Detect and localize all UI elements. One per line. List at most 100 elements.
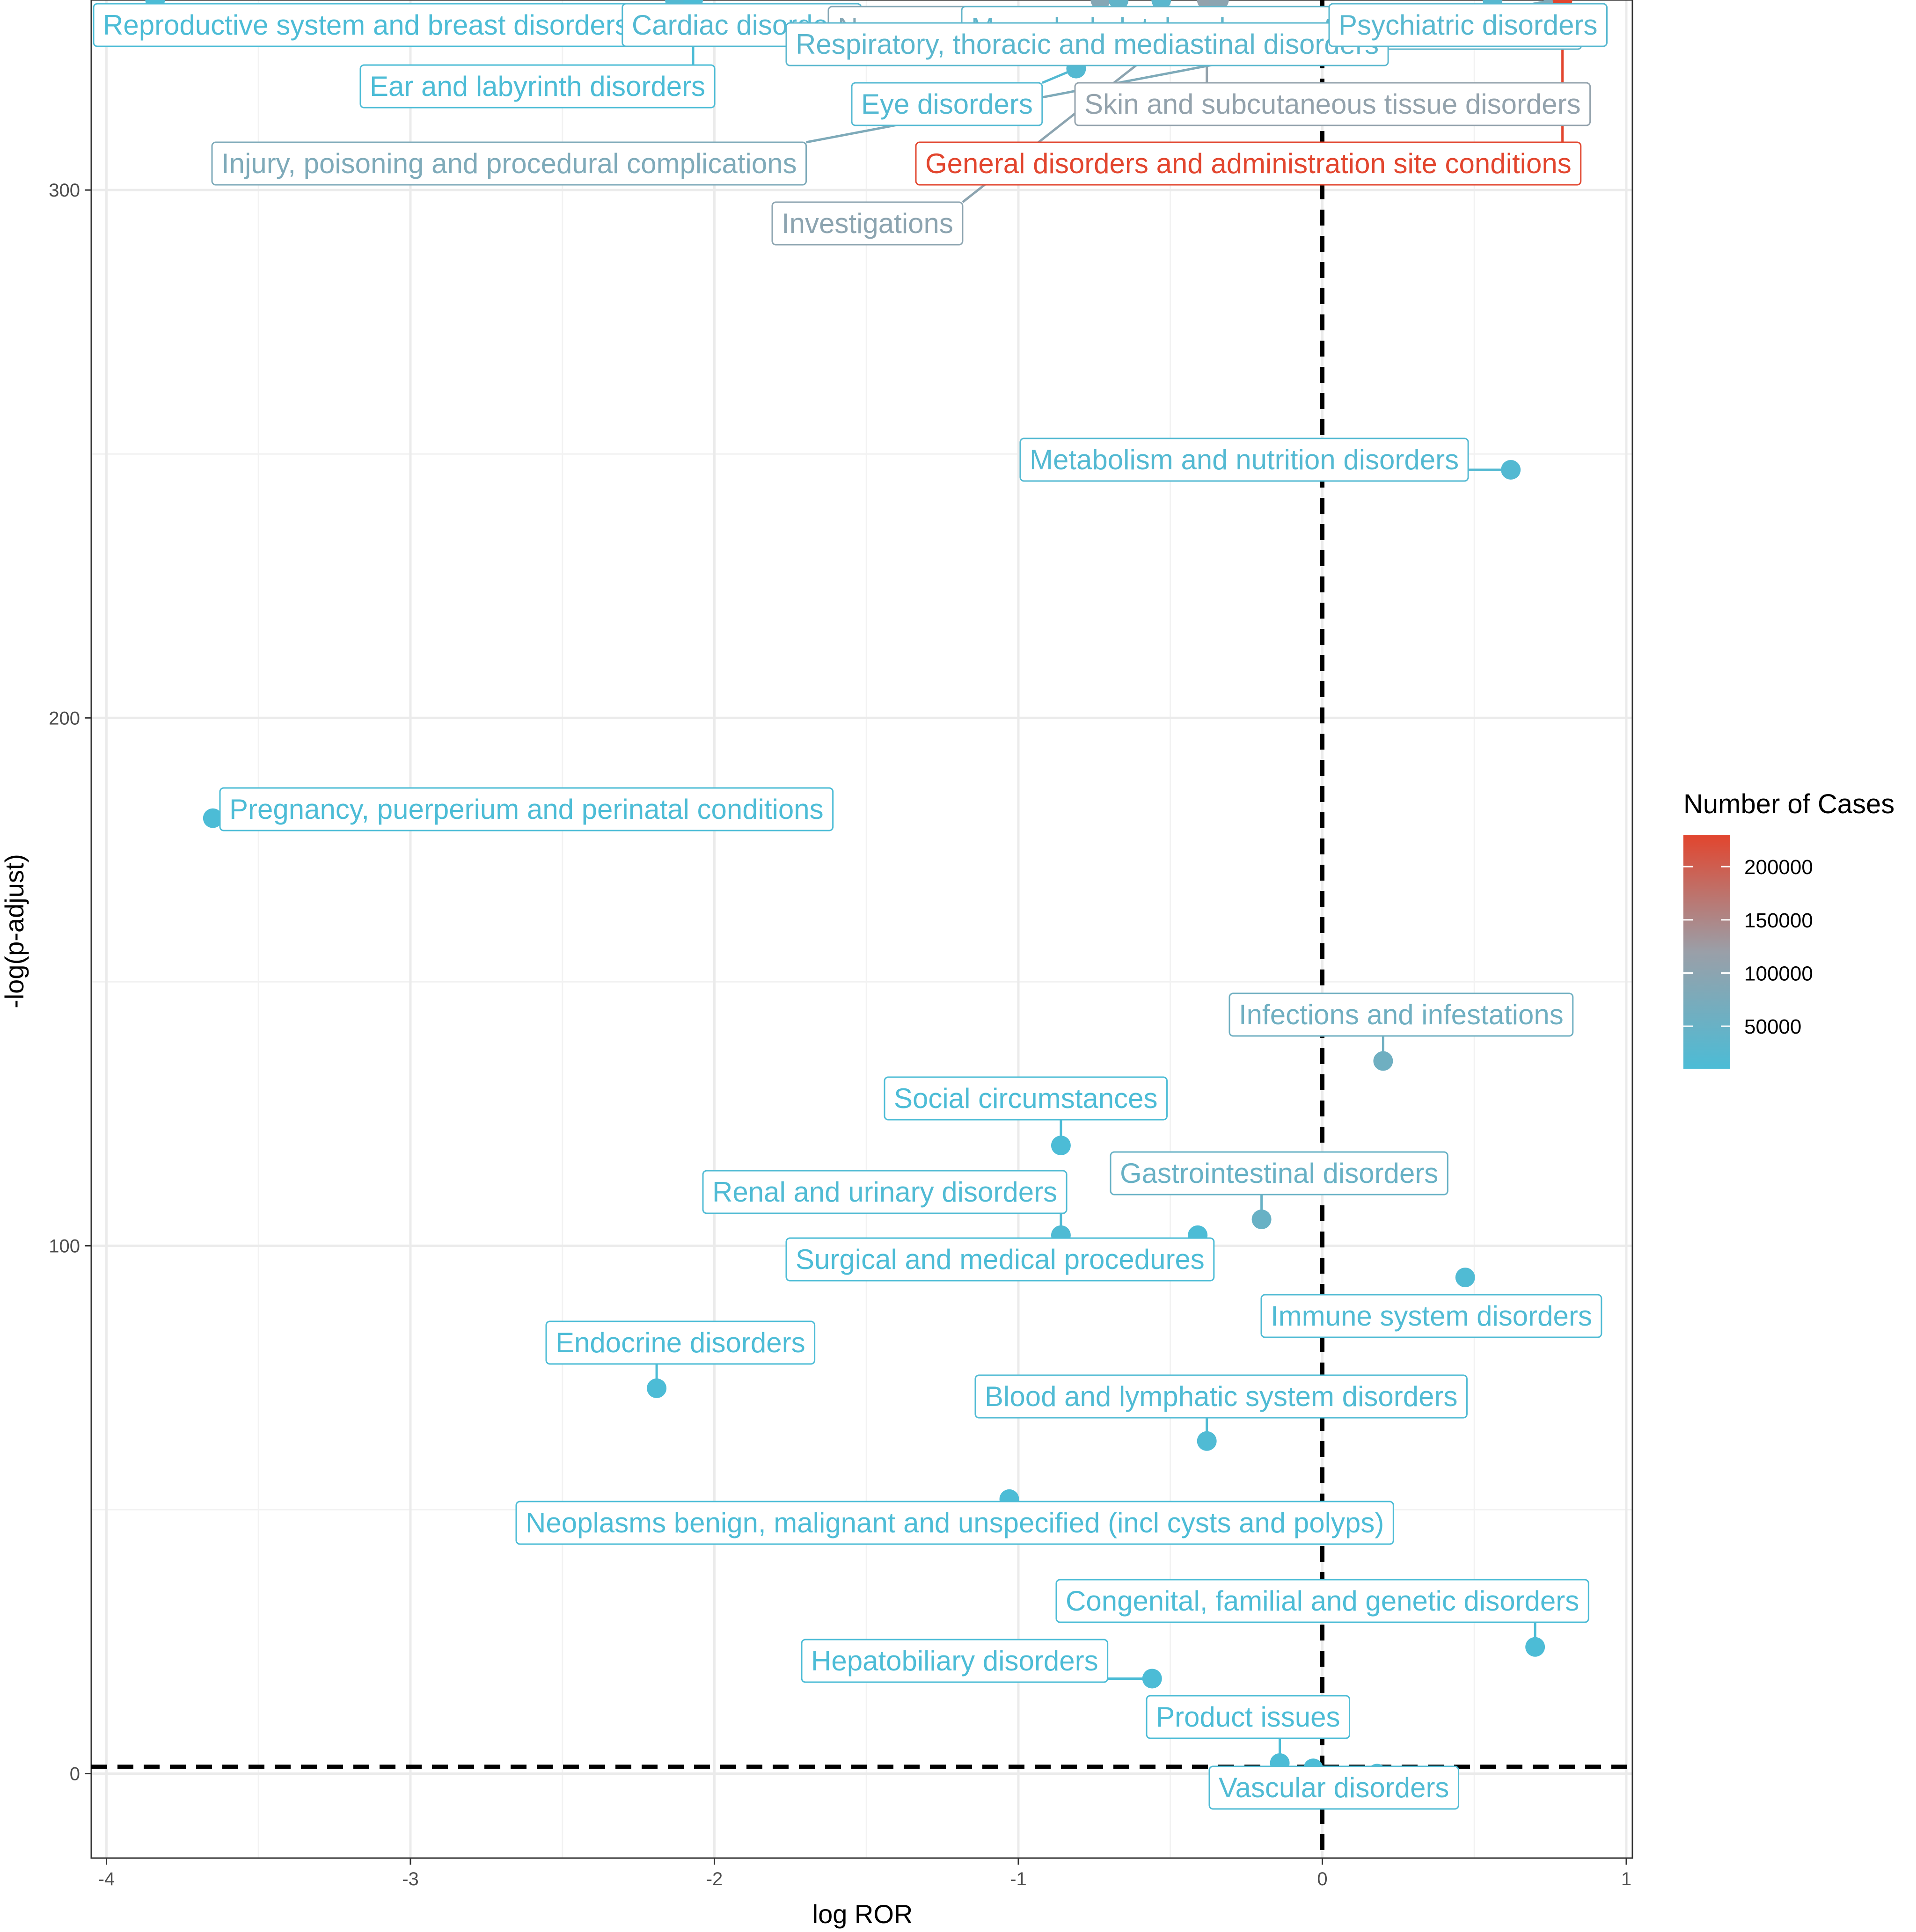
x-tick-label: 0 [1317, 1869, 1327, 1889]
legend-title: Number of Cases [1683, 789, 1894, 819]
point-label-box [359, 64, 716, 109]
point-label-box [515, 1501, 1394, 1545]
point-label-box [801, 1639, 1109, 1683]
plot-panel-border [90, 0, 1633, 1859]
point-label: Immune system disorders [1260, 1294, 1602, 1338]
point-label-text: Reproductive system and breast disorders [103, 9, 629, 41]
point-label-box [1074, 82, 1591, 126]
y-tick-label: 100 [49, 1236, 80, 1256]
data-point [1455, 1268, 1475, 1288]
point-label-box [851, 82, 1043, 126]
x-tick-label: 1 [1621, 1869, 1631, 1889]
y-tick-label: 200 [49, 708, 80, 729]
point-label-box [771, 201, 964, 246]
point-label-box [545, 1320, 816, 1365]
point-label-box [1110, 1151, 1448, 1196]
y-tick-label: 300 [49, 180, 80, 201]
point-label-text: Psychiatric disorders [1338, 9, 1598, 41]
point-label-text: Surgical and medical procedures [796, 1244, 1205, 1275]
point-label: Surgical and medical procedures [785, 1237, 1215, 1282]
point-label-box [1208, 1765, 1459, 1810]
point-label-text: Skin and subcutaneous tissue disorders [1084, 88, 1581, 120]
point-label: Skin and subcutaneous tissue disorders [1074, 82, 1591, 126]
data-point [203, 808, 223, 828]
point-label: Endocrine disorders [545, 1320, 816, 1365]
legend: Number of Cases 50000 100000 150000 200000 [1683, 789, 1894, 1069]
legend-tick-label: 100000 [1744, 962, 1813, 985]
point-label: Eye disorders [851, 82, 1043, 126]
data-point [1373, 1051, 1393, 1071]
point-label: Metabolism and nutrition disorders [1019, 437, 1469, 482]
point-label: Congenital, familial and genetic disorde… [1055, 1579, 1589, 1623]
point-label: Neoplasms benign, malignant and unspecif… [515, 1501, 1394, 1545]
point-label-text: Investigations [782, 208, 953, 239]
x-tick-label: -4 [98, 1869, 115, 1889]
point-label-box [1146, 1695, 1351, 1739]
point-label-text: Pregnancy, puerperium and perinatal cond… [229, 794, 824, 825]
point-label-box [974, 1374, 1468, 1419]
point-label-text: Social circumstances [894, 1083, 1158, 1114]
point-label: Renal and urinary disorders [702, 1170, 1068, 1214]
point-label-box [1260, 1294, 1602, 1338]
data-point [1501, 460, 1521, 480]
y-axis-title: -log(p-adjust) [0, 854, 29, 1008]
point-label: Investigations [771, 201, 964, 246]
point-label: Blood and lymphatic system disorders [974, 1374, 1468, 1419]
point-label-box [884, 1076, 1168, 1121]
legend-tick-label: 50000 [1744, 1015, 1801, 1038]
point-label: Psychiatric disorders [1328, 3, 1608, 47]
x-tick-label: -1 [1010, 1869, 1027, 1889]
point-label-text: General disorders and administration sit… [925, 148, 1572, 179]
point-label-text: Infections and infestations [1239, 999, 1564, 1030]
point-label-box [219, 787, 834, 831]
point-label-box [1229, 992, 1574, 1037]
point-label: Injury, poisoning and procedural complic… [211, 141, 807, 186]
point-label-text: Eye disorders [861, 88, 1033, 120]
point-label: Pregnancy, puerperium and perinatal cond… [219, 787, 834, 831]
point-label-text: Metabolism and nutrition disorders [1030, 444, 1459, 475]
x-axis-title: log ROR [812, 1899, 913, 1929]
point-label-box [1019, 437, 1469, 482]
point-label: Gastrointestinal disorders [1110, 1151, 1448, 1196]
point-label: Social circumstances [884, 1076, 1168, 1121]
data-point [647, 1378, 667, 1398]
label-connectors [655, 0, 1564, 1763]
legend-tick-label: 200000 [1744, 856, 1813, 879]
data-point [1525, 1637, 1545, 1657]
point-label: Reproductive system and breast disorders [93, 3, 639, 47]
x-tick-label: -3 [402, 1869, 419, 1889]
point-label-box [702, 1170, 1068, 1214]
point-label-box [1328, 3, 1608, 47]
point-label: Hepatobiliary disorders [801, 1639, 1109, 1683]
point-label-text: Neoplasms benign, malignant and unspecif… [526, 1507, 1384, 1538]
point-label: Respiratory, thoracic and mediastinal di… [785, 22, 1389, 66]
point-label-text: Injury, poisoning and procedural complic… [221, 148, 797, 179]
point-label-box [1055, 1579, 1589, 1623]
x-tick-label: -2 [706, 1869, 723, 1889]
point-label-box [785, 1237, 1215, 1282]
point-label-text: Blood and lymphatic system disorders [985, 1381, 1457, 1412]
point-label: Vascular disorders [1208, 1765, 1459, 1810]
point-label-text: Hepatobiliary disorders [811, 1645, 1098, 1677]
point-label: General disorders and administration sit… [915, 141, 1582, 186]
point-label: Ear and labyrinth disorders [359, 64, 716, 109]
point-label-text: Immune system disorders [1271, 1300, 1592, 1332]
point-label-text: Product issues [1156, 1701, 1340, 1733]
point-label: Infections and infestations [1229, 992, 1574, 1037]
y-tick-label: 0 [70, 1764, 80, 1785]
point-label-text: Congenital, familial and genetic disorde… [1066, 1585, 1579, 1617]
point-label-text: Ear and labyrinth disorders [370, 71, 705, 102]
point-label-text: Endocrine disorders [556, 1327, 805, 1358]
legend-colorbar [1683, 835, 1730, 1069]
point-label-box [915, 141, 1582, 186]
point-label-text: Respiratory, thoracic and mediastinal di… [796, 29, 1379, 60]
point-label-box [211, 141, 807, 186]
point-label-text: Gastrointestinal disorders [1120, 1158, 1438, 1189]
point-label: Product issues [1146, 1695, 1351, 1739]
data-point [1142, 1669, 1162, 1689]
point-labels: Reproductive system and breast disorders… [93, 3, 1608, 1810]
point-label-text: Vascular disorders [1219, 1772, 1449, 1803]
data-point [1251, 1209, 1272, 1229]
data-point [1051, 1136, 1071, 1156]
